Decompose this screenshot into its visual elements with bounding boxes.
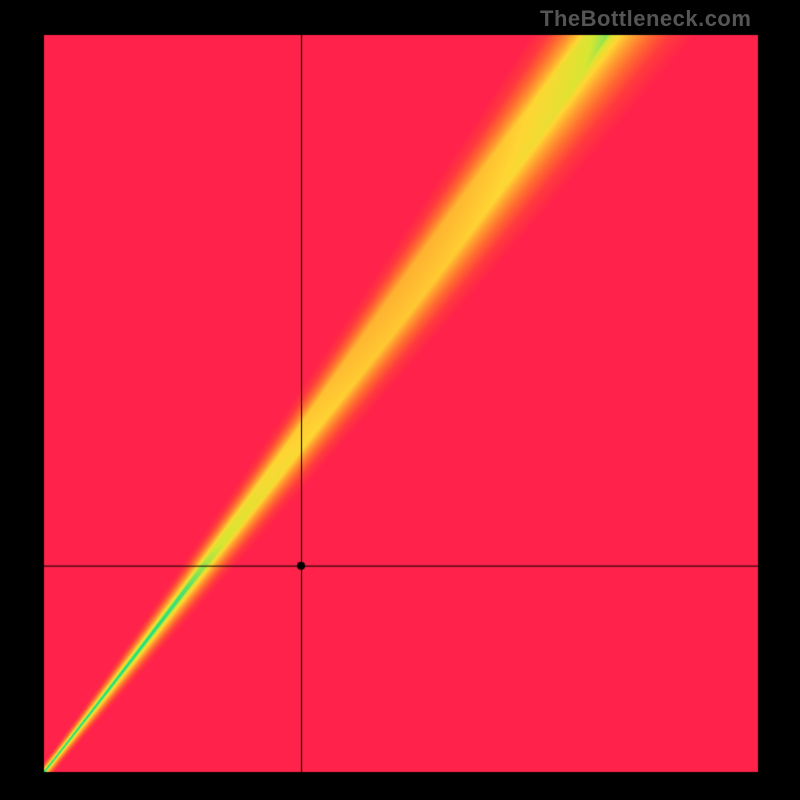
chart-container: TheBottleneck.com (0, 0, 800, 800)
bottleneck-heatmap-canvas (0, 0, 800, 800)
watermark-text: TheBottleneck.com (540, 6, 751, 32)
